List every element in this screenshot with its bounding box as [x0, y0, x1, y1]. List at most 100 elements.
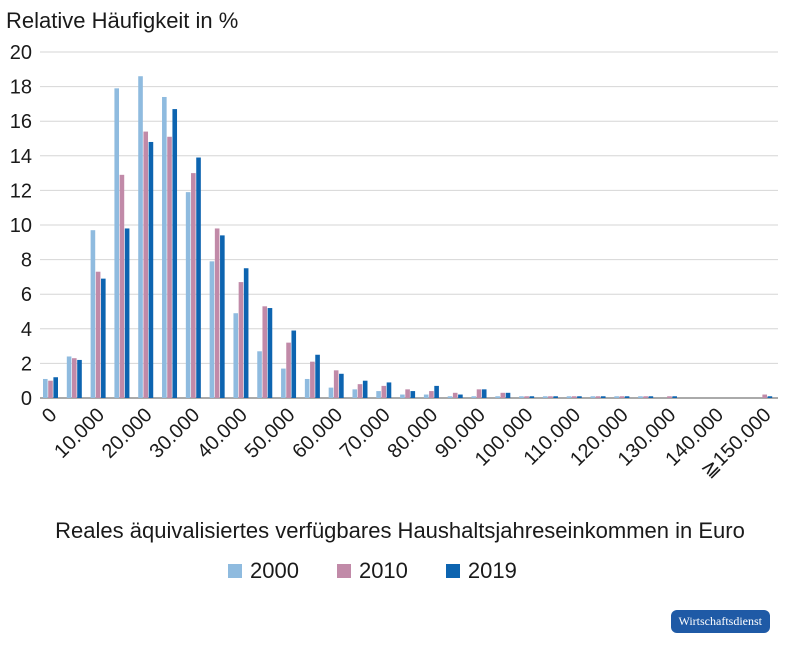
- bar-2010: [643, 396, 648, 398]
- bar-2019: [434, 385, 439, 398]
- y-tick-label: 20: [10, 42, 32, 64]
- bar-2000: [328, 387, 334, 398]
- bar-2000: [542, 396, 548, 398]
- bar-2000: [400, 394, 405, 398]
- bar-2010: [357, 384, 363, 398]
- x-tick-label: 60.000: [288, 404, 347, 463]
- bar-2000: [162, 96, 167, 398]
- bar-2000: [566, 396, 572, 398]
- legend-label-2010: 2010: [358, 558, 408, 583]
- bar-2010: [333, 370, 339, 398]
- legend-item-2000: 2000: [228, 558, 299, 584]
- bar-2010: [95, 271, 101, 398]
- bar-2019: [410, 391, 416, 398]
- bar-2010: [476, 389, 482, 398]
- bar-2019: [101, 278, 106, 398]
- bar-2010: [667, 396, 672, 398]
- bar-2019: [553, 396, 558, 398]
- bar-2019: [577, 396, 582, 398]
- legend-swatch-2019: [445, 564, 460, 578]
- bar-2019: [220, 235, 225, 398]
- x-tick-label: 70.000: [336, 404, 395, 463]
- bar-2010: [143, 131, 149, 398]
- legend-swatch-2010: [336, 564, 351, 578]
- y-tick-label: 4: [21, 319, 32, 341]
- bar-2010: [595, 396, 601, 398]
- bar-2010: [119, 174, 125, 398]
- bar-2010: [262, 306, 268, 398]
- bar-2010: [500, 392, 506, 398]
- y-tick-label: 16: [10, 111, 32, 133]
- bar-2019: [291, 330, 297, 398]
- bar-2000: [43, 378, 48, 398]
- bar-2000: [209, 261, 215, 398]
- x-tick-label: 10.000: [50, 404, 109, 463]
- y-tick-label: 12: [10, 180, 32, 202]
- x-tick-label: 40.000: [193, 404, 252, 463]
- x-tick-label: 20.000: [98, 404, 157, 463]
- bar-2000: [257, 351, 262, 398]
- legend-label-2019: 2019: [467, 558, 517, 583]
- bar-2019: [124, 228, 130, 398]
- legend-item-2019: 2019: [445, 558, 517, 584]
- bar-2000: [90, 230, 96, 398]
- x-axis-label: Reales äquivalisiertes verfügbares Haush…: [55, 518, 745, 543]
- bar-2019: [315, 354, 320, 398]
- bar-2000: [304, 378, 310, 398]
- bar-2000: [590, 396, 596, 398]
- bar-2019: [505, 392, 511, 398]
- bar-2019: [481, 389, 487, 398]
- y-axis-label: Relative Häufigkeit in %: [6, 8, 239, 33]
- legend-label-2000: 2000: [250, 558, 299, 583]
- x-tick-label: 50.000: [241, 404, 300, 463]
- bar-2019: [458, 394, 463, 398]
- bar-2010: [619, 396, 625, 398]
- x-tick-label: 30.000: [145, 404, 204, 463]
- bar-2000: [114, 88, 120, 398]
- y-tick-label: 8: [21, 250, 32, 272]
- bar-2019: [600, 396, 606, 398]
- legend: 2000 2010 2019: [228, 558, 517, 584]
- bar-2000: [614, 396, 619, 398]
- bar-2000: [66, 356, 72, 398]
- bar-2019: [243, 268, 249, 398]
- y-tick-label: 2: [21, 353, 32, 375]
- bar-2000: [352, 389, 358, 398]
- bar-2010: [72, 358, 77, 398]
- bar-2000: [281, 368, 286, 398]
- bar-2000: [185, 192, 191, 398]
- bar-2019: [362, 380, 368, 398]
- x-tick-label: 80.000: [384, 404, 443, 463]
- bar-2019: [648, 396, 654, 398]
- bar-2010: [310, 361, 315, 398]
- bar-2010: [48, 380, 53, 398]
- bar-2000: [233, 313, 239, 398]
- bar-2010: [524, 396, 529, 398]
- bar-2010: [571, 396, 577, 398]
- bar-2010: [429, 391, 434, 398]
- bar-2019: [53, 377, 58, 398]
- y-tick-label: 6: [21, 284, 32, 306]
- y-tick-label: 14: [10, 146, 32, 168]
- bar-2000: [638, 396, 643, 398]
- bar-2010: [286, 342, 291, 398]
- bar-2000: [447, 396, 453, 398]
- bar-2000: [495, 396, 500, 398]
- bar-2010: [191, 173, 196, 398]
- bar-2019: [172, 109, 178, 398]
- bar-2010: [452, 392, 458, 398]
- publisher-badge: Wirtschaftsdienst: [670, 610, 770, 633]
- bar-2019: [196, 157, 201, 398]
- bar-2010: [381, 385, 387, 398]
- bar-2019: [267, 308, 273, 398]
- legend-swatch-2000: [228, 564, 242, 578]
- bar-2010: [238, 282, 244, 398]
- bar-2019: [624, 396, 630, 398]
- bar-2010: [405, 389, 410, 398]
- bar-2000: [519, 396, 524, 398]
- bar-2019: [386, 382, 392, 398]
- bar-2010: [548, 396, 553, 398]
- bar-2010: [167, 136, 172, 398]
- x-tick-label: 0: [38, 404, 61, 427]
- bar-2000: [471, 396, 477, 398]
